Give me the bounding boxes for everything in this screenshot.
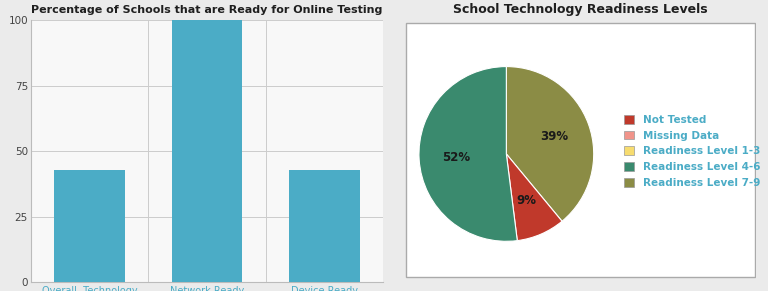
Bar [171, 20, 242, 282]
Title: School Technology Readiness Levels: School Technology Readiness Levels [453, 3, 707, 16]
FancyBboxPatch shape [406, 23, 755, 277]
Bar [289, 170, 359, 282]
Legend: Not Tested, Missing Data, Readiness Level 1-3, Readiness Level 4-6, Readiness Le: Not Tested, Missing Data, Readiness Leve… [621, 112, 763, 191]
Bar [55, 170, 124, 282]
Text: Percentage of Schools that are Ready for Online Testing: Percentage of Schools that are Ready for… [31, 6, 382, 15]
